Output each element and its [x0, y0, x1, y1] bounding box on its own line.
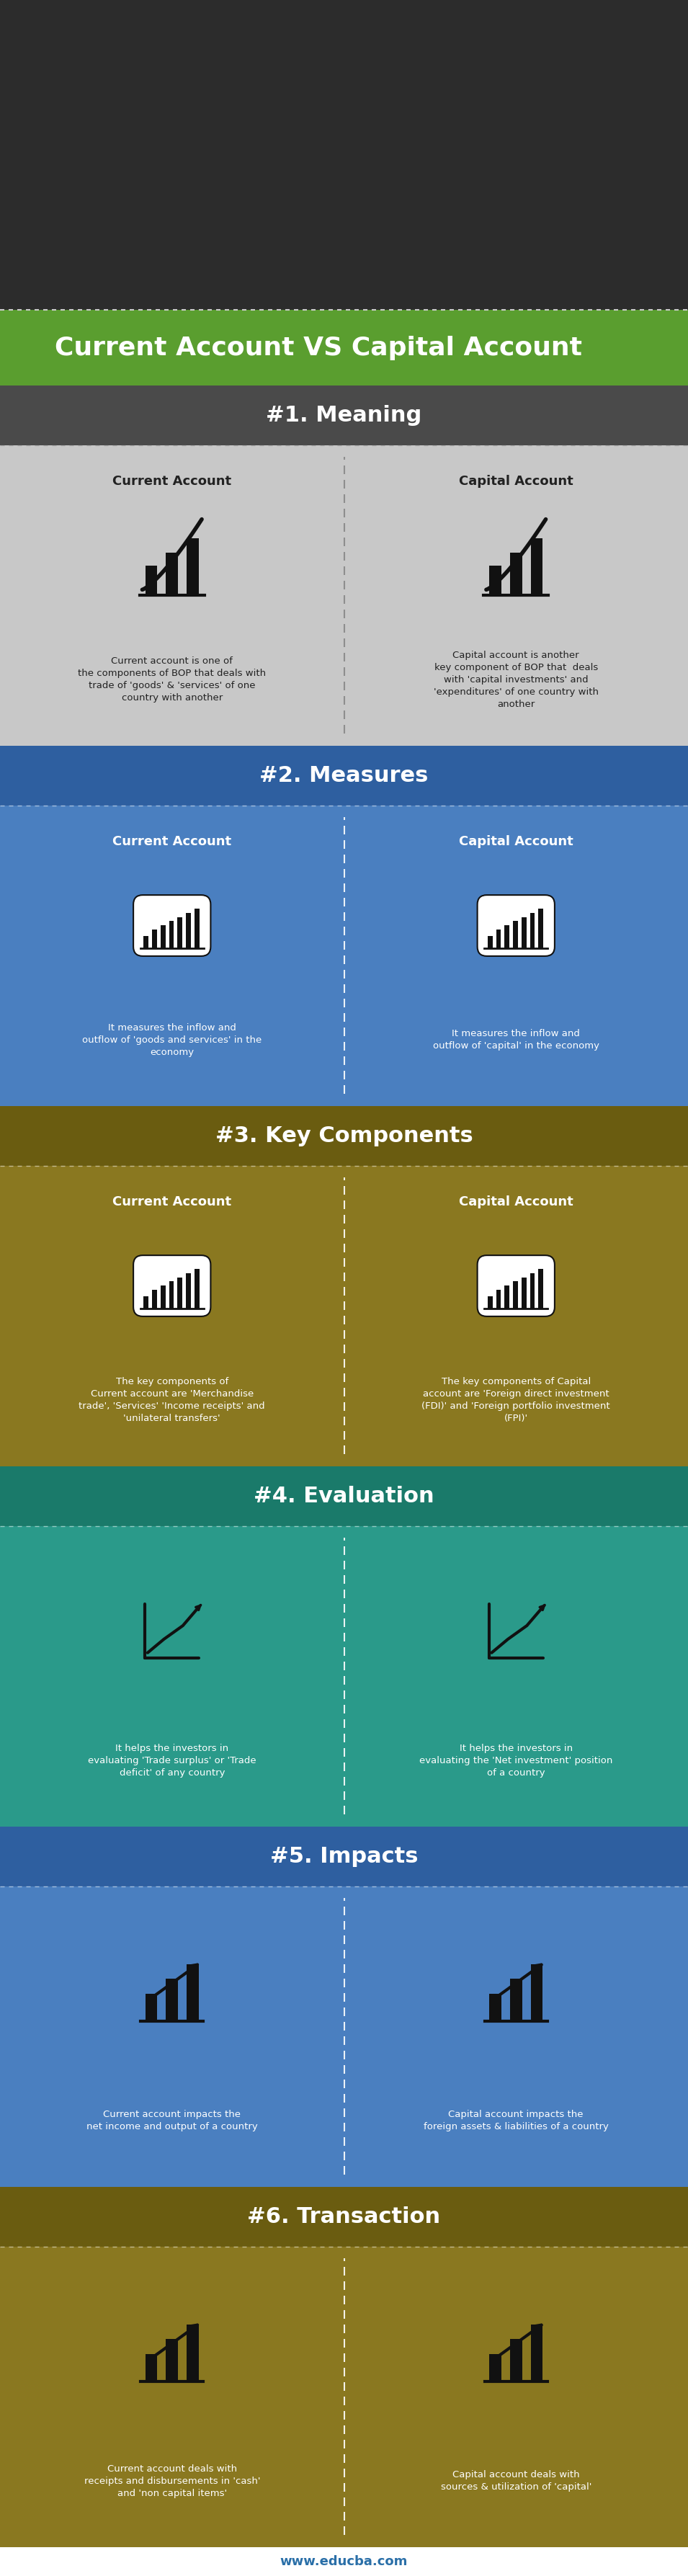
Bar [0, 0, 688, 309]
Bar [488, 935, 493, 948]
Text: Capital Account: Capital Account [459, 835, 573, 848]
Bar [530, 538, 543, 595]
Bar [530, 2324, 543, 2380]
FancyBboxPatch shape [478, 1257, 554, 1316]
Text: #4. Evaluation: #4. Evaluation [254, 1486, 434, 1507]
Text: Capital account deals with
sources & utilization of 'capital': Capital account deals with sources & uti… [440, 2470, 592, 2491]
FancyBboxPatch shape [134, 896, 210, 956]
Bar [530, 1965, 543, 2022]
FancyBboxPatch shape [134, 896, 210, 956]
Bar [539, 909, 544, 948]
Text: It measures the inflow and
outflow of 'capital' in the economy: It measures the inflow and outflow of 'c… [433, 1028, 599, 1051]
Text: www.educba.com: www.educba.com [280, 2555, 408, 2568]
Bar [186, 912, 191, 948]
Bar [186, 1273, 191, 1309]
Bar [186, 538, 199, 595]
Bar [145, 2354, 158, 2380]
Bar [522, 917, 526, 948]
Bar [195, 909, 200, 948]
Bar [169, 922, 174, 948]
Text: #2. Measures: #2. Measures [259, 765, 429, 786]
Bar [0, 1886, 688, 2187]
Bar [0, 309, 688, 386]
Bar [0, 2187, 688, 2246]
Bar [0, 1105, 688, 1164]
Text: #5. Impacts: #5. Impacts [270, 1847, 418, 1868]
Bar [144, 1296, 149, 1309]
Bar [145, 564, 158, 595]
Bar [504, 925, 509, 948]
Bar [489, 1994, 502, 2022]
Text: Current Account: Current Account [113, 835, 231, 848]
FancyBboxPatch shape [478, 896, 554, 956]
Bar [166, 2339, 178, 2380]
Bar [0, 2548, 688, 2576]
Text: Current account impacts the
net income and output of a country: Current account impacts the net income a… [87, 2110, 257, 2130]
Text: Capital account is another
key component of BOP that  deals
with 'capital invest: Capital account is another key component… [433, 649, 599, 708]
Text: Capital Account: Capital Account [459, 1195, 573, 1208]
Bar [144, 935, 149, 948]
Text: #6. Transaction: #6. Transaction [248, 2205, 440, 2228]
Bar [166, 554, 178, 595]
Bar [160, 1285, 165, 1309]
Bar [195, 1270, 200, 1309]
Bar [488, 1296, 493, 1309]
Bar [489, 564, 502, 595]
Bar [178, 1278, 182, 1309]
Bar [530, 912, 535, 948]
Bar [510, 1978, 522, 2022]
Text: Capital Account: Capital Account [459, 474, 573, 487]
Text: #3. Key Components: #3. Key Components [215, 1126, 473, 1146]
FancyBboxPatch shape [134, 1257, 210, 1316]
Text: Current Account: Current Account [113, 474, 231, 487]
Bar [0, 806, 688, 1105]
Text: The key components of
Current account are 'Merchandise
trade', 'Services' 'Incom: The key components of Current account ar… [79, 1378, 265, 1422]
Text: #1. Meaning: #1. Meaning [266, 404, 422, 425]
Text: Current Account: Current Account [113, 1195, 231, 1208]
Bar [169, 1280, 174, 1309]
Bar [178, 917, 182, 948]
Bar [539, 1270, 544, 1309]
FancyBboxPatch shape [478, 1257, 554, 1316]
Text: It measures the inflow and
outflow of 'goods and services' in the
economy: It measures the inflow and outflow of 'g… [83, 1023, 261, 1056]
Bar [522, 1278, 526, 1309]
Bar [510, 2339, 522, 2380]
Bar [0, 386, 688, 446]
Bar [510, 554, 522, 595]
Text: Current account is one of
the components of BOP that deals with
trade of 'goods': Current account is one of the components… [78, 657, 266, 703]
Bar [496, 930, 501, 948]
FancyBboxPatch shape [478, 896, 554, 956]
Bar [504, 1285, 509, 1309]
Bar [0, 1525, 688, 1826]
Text: Current account deals with
receipts and disbursements in 'cash'
and 'non capital: Current account deals with receipts and … [84, 2465, 260, 2499]
Text: It helps the investors in
evaluating the 'Net investment' position
of a country: It helps the investors in evaluating the… [419, 1744, 613, 1777]
FancyBboxPatch shape [134, 1257, 210, 1316]
Bar [489, 2354, 502, 2380]
Bar [160, 925, 165, 948]
Bar [513, 922, 518, 948]
Text: The key components of Capital
account are 'Foreign direct investment
(FDI)' and : The key components of Capital account ar… [422, 1378, 610, 1422]
Bar [0, 1466, 688, 1525]
Bar [186, 1965, 199, 2022]
Bar [166, 1978, 178, 2022]
Bar [513, 1280, 518, 1309]
Text: It helps the investors in
evaluating 'Trade surplus' or 'Trade
deficit' of any c: It helps the investors in evaluating 'Tr… [88, 1744, 256, 1777]
Bar [0, 747, 688, 806]
Bar [0, 1164, 688, 1466]
Bar [496, 1291, 501, 1309]
Bar [530, 1273, 535, 1309]
Text: Capital account impacts the
foreign assets & liabilities of a country: Capital account impacts the foreign asse… [424, 2110, 608, 2130]
Bar [0, 446, 688, 747]
Bar [186, 2324, 199, 2380]
Bar [152, 930, 157, 948]
Text: Current Account VS Capital Account: Current Account VS Capital Account [55, 335, 582, 361]
Bar [145, 1994, 158, 2022]
Bar [0, 1826, 688, 1886]
Bar [0, 2246, 688, 2548]
Bar [152, 1291, 157, 1309]
